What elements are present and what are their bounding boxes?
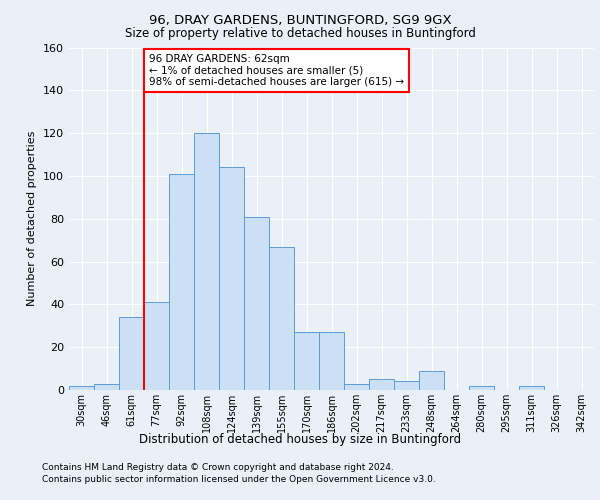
Bar	[94, 384, 119, 390]
Text: 96 DRAY GARDENS: 62sqm
← 1% of detached houses are smaller (5)
98% of semi-detac: 96 DRAY GARDENS: 62sqm ← 1% of detached …	[149, 54, 404, 87]
Text: Contains HM Land Registry data © Crown copyright and database right 2024.: Contains HM Land Registry data © Crown c…	[42, 462, 394, 471]
Text: Distribution of detached houses by size in Buntingford: Distribution of detached houses by size …	[139, 432, 461, 446]
Bar	[169, 174, 194, 390]
Text: 96, DRAY GARDENS, BUNTINGFORD, SG9 9GX: 96, DRAY GARDENS, BUNTINGFORD, SG9 9GX	[149, 14, 451, 27]
Bar	[419, 370, 444, 390]
Bar	[344, 384, 369, 390]
Text: Size of property relative to detached houses in Buntingford: Size of property relative to detached ho…	[125, 28, 475, 40]
Bar	[269, 246, 294, 390]
Bar	[294, 332, 319, 390]
Bar	[369, 380, 394, 390]
Bar	[319, 332, 344, 390]
Bar	[244, 216, 269, 390]
Bar	[219, 168, 244, 390]
Y-axis label: Number of detached properties: Number of detached properties	[28, 131, 37, 306]
Bar	[144, 302, 169, 390]
Bar	[194, 133, 219, 390]
Bar	[469, 386, 494, 390]
Text: Contains public sector information licensed under the Open Government Licence v3: Contains public sector information licen…	[42, 475, 436, 484]
Bar	[519, 386, 544, 390]
Bar	[119, 317, 144, 390]
Bar	[69, 386, 94, 390]
Bar	[394, 382, 419, 390]
